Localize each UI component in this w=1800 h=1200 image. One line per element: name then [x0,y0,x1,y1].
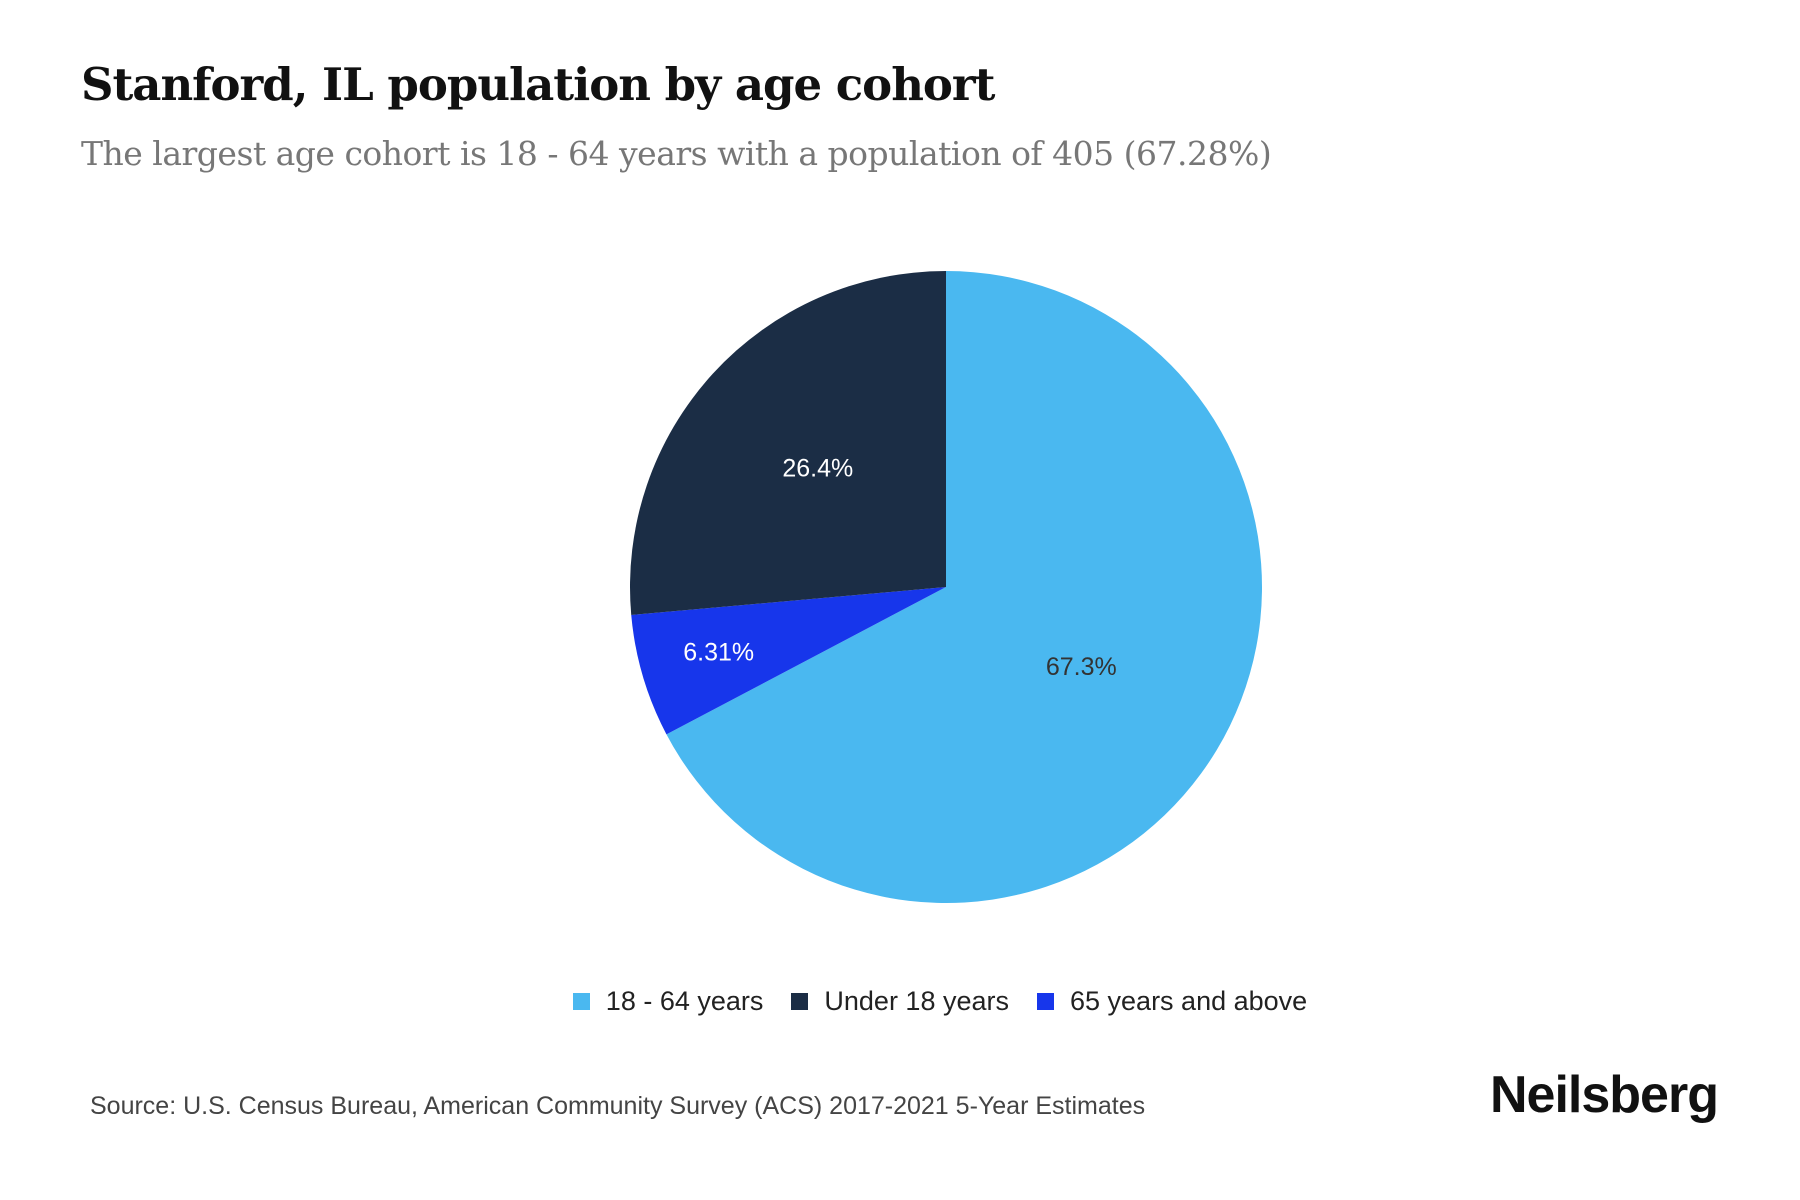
slice-data-label: 6.31% [683,639,754,667]
legend-label: Under 18 years [824,986,1009,1016]
legend-swatch [572,993,590,1010]
legend-swatch [791,993,809,1010]
pie-slice [629,271,946,615]
legend-item-65-plus: 65 years and above [1037,986,1307,1017]
slice-data-label: 67.3% [1046,653,1117,681]
brand-logo: Neilsberg [1490,1066,1719,1124]
legend-label: 65 years and above [1070,986,1308,1016]
chart-title: Stanford, IL population by age cohort [81,58,995,111]
legend-swatch [1037,993,1054,1010]
legend-item-under-18: Under 18 years [791,986,1009,1017]
legend: 18 - 64 years Under 18 years 65 years an… [0,986,1800,1017]
chart-subtitle: The largest age cohort is 18 - 64 years … [81,134,1272,173]
slice-data-label: 26.4% [782,454,853,482]
legend-item-18-64: 18 - 64 years [572,986,764,1017]
pie-slice [631,587,946,735]
source-note: Source: U.S. Census Bureau, American Com… [90,1092,1146,1120]
legend-label: 18 - 64 years [605,986,764,1016]
pie-slice [666,271,1262,903]
